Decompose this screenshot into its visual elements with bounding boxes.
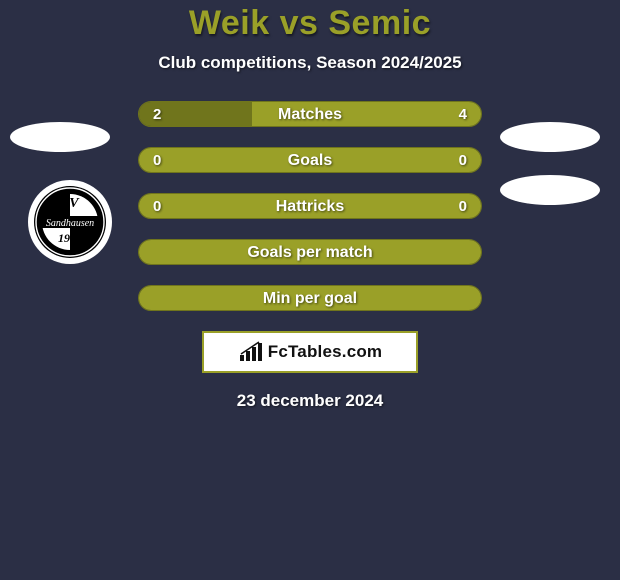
bars-icon bbox=[238, 341, 264, 363]
stat-label: Matches bbox=[139, 102, 481, 127]
badge-name-text: Sandhausen bbox=[46, 218, 94, 229]
date-text: 23 december 2024 bbox=[0, 391, 620, 411]
stat-label: Goals per match bbox=[139, 240, 481, 265]
comparison-infographic: Weik vs Semic Club competitions, Season … bbox=[0, 0, 620, 580]
brand-box: FcTables.com bbox=[202, 331, 418, 373]
badge-sv-text: SV bbox=[61, 196, 80, 211]
stat-row-hattricks: 00Hattricks bbox=[138, 193, 482, 219]
stat-label: Goals bbox=[139, 148, 481, 173]
stats-column: 24Matches 00Goals 00Hattricks Goals per mat… bbox=[138, 101, 482, 311]
stat-label: Hattricks bbox=[139, 194, 481, 219]
player-right-marker-1 bbox=[500, 122, 600, 152]
brand-text: FcTables.com bbox=[268, 342, 383, 362]
player-left-marker bbox=[10, 122, 110, 152]
stat-label: Min per goal bbox=[139, 286, 481, 311]
page-title: Weik vs Semic bbox=[0, 4, 620, 43]
stat-row-min-per-goal: Min per goal bbox=[138, 285, 482, 311]
subtitle: Club competitions, Season 2024/2025 bbox=[0, 53, 620, 73]
stat-row-matches: 24Matches bbox=[138, 101, 482, 127]
player-right-marker-2 bbox=[500, 175, 600, 205]
stat-row-goals: 00Goals bbox=[138, 147, 482, 173]
club-badge-icon: SV Sandhausen 1916 bbox=[28, 180, 112, 264]
badge-year-text: 1916 bbox=[58, 231, 82, 245]
stat-row-goals-per-match: Goals per match bbox=[138, 239, 482, 265]
